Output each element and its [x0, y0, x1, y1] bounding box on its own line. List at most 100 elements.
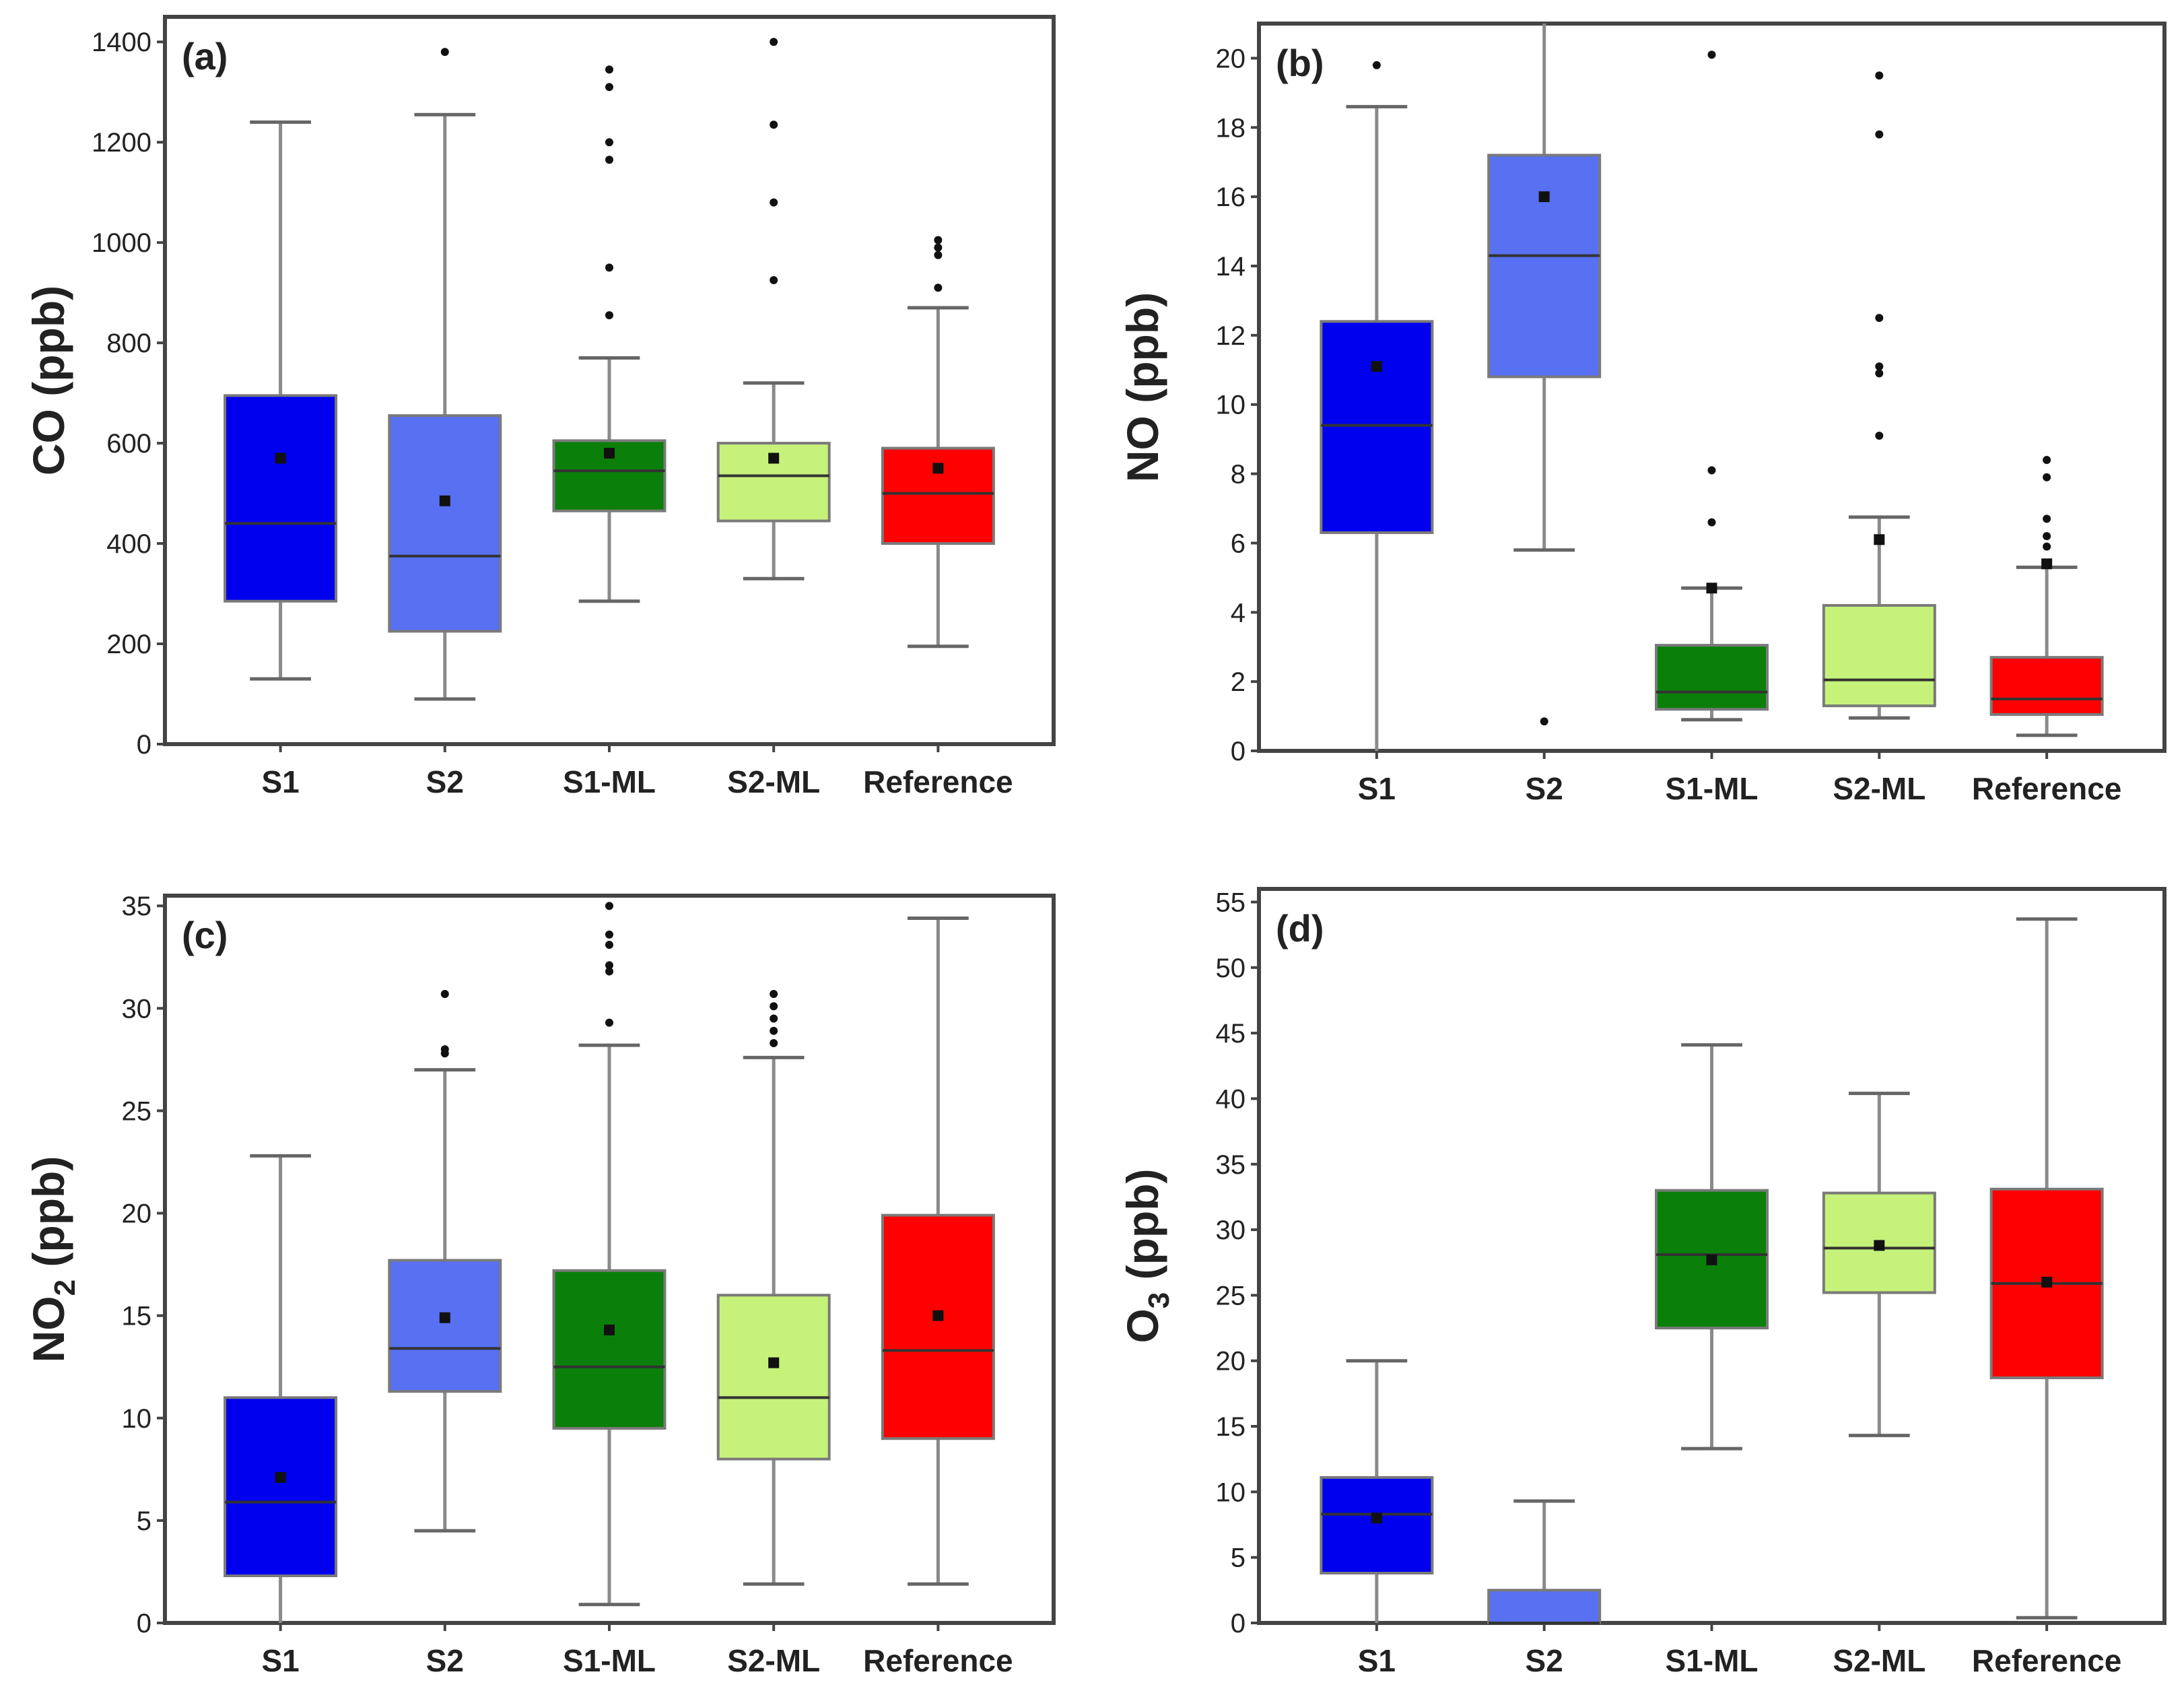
- outlier-point: [770, 1026, 778, 1035]
- outlier-point: [1372, 61, 1381, 69]
- outlier-point: [605, 930, 613, 939]
- mean-marker: [1371, 361, 1382, 372]
- x-tick-label: Reference: [1972, 771, 2121, 806]
- y-axis-title-subscript: 2: [48, 1279, 81, 1296]
- y-tick-label: 40: [1216, 1084, 1246, 1114]
- y-tick-label: 4: [1231, 598, 1245, 628]
- outlier-point: [1875, 432, 1884, 440]
- x-tick-label: S2-ML: [727, 764, 820, 799]
- y-tick-label: 20: [1216, 44, 1246, 73]
- mean-marker: [932, 463, 944, 474]
- mean-marker: [932, 1310, 944, 1321]
- outlier-point: [605, 311, 613, 320]
- iqr-box: [1320, 1475, 1434, 1575]
- y-tick-label: 600: [106, 429, 151, 459]
- y-tick-label: 18: [1216, 113, 1246, 143]
- y-tick-label: 15: [1216, 1412, 1246, 1442]
- y-tick-label: 10: [1216, 391, 1246, 420]
- y-tick-label: 55: [1216, 888, 1246, 917]
- panel-label: (c): [182, 914, 228, 956]
- chart-panel-3: 0 5 10 15 20 25 30 35 S1 S2 S1-ML S2-ML Reference (c)…: [24, 892, 1056, 1678]
- outlier-point: [605, 941, 613, 950]
- outlier-point: [605, 156, 613, 164]
- mean-marker: [1538, 191, 1550, 203]
- outlier-point: [605, 138, 613, 147]
- y-tick-label: 35: [122, 892, 152, 921]
- y-tick-label: 25: [1216, 1281, 1246, 1310]
- box-s2: [388, 48, 502, 701]
- box-s1-ml: [1655, 51, 1769, 722]
- y-axis-title-unit: (ppb): [24, 1156, 73, 1279]
- y-axis-title: NO (ppb): [1118, 292, 1167, 482]
- y-axis-title-subscript: 3: [1142, 1292, 1175, 1308]
- y-tick-label: 2: [1231, 667, 1245, 697]
- outlier-point: [770, 990, 778, 999]
- box-reference: [881, 916, 995, 1586]
- y-tick-label: 35: [1216, 1150, 1246, 1180]
- box-s2: [1487, 24, 1602, 726]
- outlier-point: [934, 251, 943, 259]
- outlier-point: [605, 65, 613, 74]
- outlier-point: [440, 1045, 449, 1054]
- outlier-point: [1707, 466, 1716, 475]
- box-s1: [224, 1154, 338, 1623]
- box-reference: [1989, 917, 2104, 1620]
- outlier-point: [1875, 362, 1884, 371]
- y-tick-label: 20: [1216, 1347, 1246, 1376]
- box-reference: [881, 236, 995, 649]
- y-tick-label: 25: [122, 1096, 152, 1126]
- outlier-point: [1540, 717, 1548, 726]
- iqr-box: [1989, 656, 2104, 717]
- y-axis-title-unit: (ppb): [1118, 292, 1167, 416]
- y-tick-label: 30: [1216, 1216, 1246, 1245]
- outlier-point: [770, 276, 778, 285]
- y-tick-label: 16: [1216, 182, 1246, 212]
- mean-marker: [768, 453, 780, 464]
- y-axis-title: O3 (ppb): [1118, 1168, 1175, 1343]
- outlier-point: [605, 967, 613, 976]
- y-tick-label: 400: [106, 529, 151, 559]
- chart-panel-2: 0 2 4 6 8 10 12 14 16 18 20 S1 S2 S1-ML S2-ML Reference…: [1118, 22, 2166, 806]
- outlier-point: [1875, 130, 1884, 139]
- x-tick-label: Reference: [863, 1643, 1013, 1678]
- y-axis-title-unit: (ppb): [1118, 1168, 1167, 1292]
- outlier-point: [1707, 518, 1716, 527]
- mean-marker: [1874, 1240, 1885, 1251]
- chart-panel-1: 0 200 400 600 800 1000 1200 1400 S1 S2 S1-ML S2-ML R…: [24, 15, 1056, 799]
- x-tick-label: S1: [261, 764, 299, 799]
- mean-marker: [768, 1357, 780, 1368]
- iqr-box: [388, 1259, 502, 1393]
- mean-marker: [439, 1312, 450, 1323]
- outlier-point: [2043, 473, 2051, 481]
- outlier-point: [605, 263, 613, 272]
- panel-label: (a): [182, 35, 228, 77]
- y-axis-title-main: O: [1118, 1308, 1167, 1343]
- x-tick-label: S1-ML: [1666, 1643, 1759, 1678]
- outlier-point: [605, 961, 613, 970]
- y-axis-title-main: NO: [24, 1296, 73, 1362]
- y-tick-label: 6: [1231, 529, 1245, 558]
- y-axis-title-unit: (ppb): [24, 286, 73, 409]
- y-tick-label: 0: [1231, 1609, 1245, 1638]
- x-tick-label: S2: [426, 764, 464, 799]
- iqr-box: [716, 1294, 831, 1461]
- panel-label: (b): [1276, 42, 1324, 84]
- outlier-point: [770, 121, 778, 129]
- box-s1: [1320, 61, 1434, 751]
- y-tick-label: 1000: [92, 228, 151, 258]
- mean-marker: [1706, 583, 1717, 594]
- outlier-point: [2043, 514, 2051, 523]
- x-tick-label: Reference: [1972, 1643, 2121, 1678]
- iqr-box: [1487, 1589, 1602, 1625]
- x-tick-label: Reference: [863, 764, 1013, 799]
- y-axis-title-main: NO: [1118, 416, 1167, 482]
- y-tick-label: 0: [137, 730, 151, 760]
- y-tick-label: 0: [1231, 737, 1245, 766]
- box-s1-ml: [552, 902, 667, 1607]
- y-axis-title-main: CO: [24, 409, 73, 475]
- outlier-point: [934, 284, 943, 292]
- box-s2-ml: [716, 990, 831, 1586]
- outlier-point: [770, 1039, 778, 1048]
- x-tick-label: S1-ML: [1666, 771, 1759, 806]
- mean-marker: [1371, 1513, 1382, 1524]
